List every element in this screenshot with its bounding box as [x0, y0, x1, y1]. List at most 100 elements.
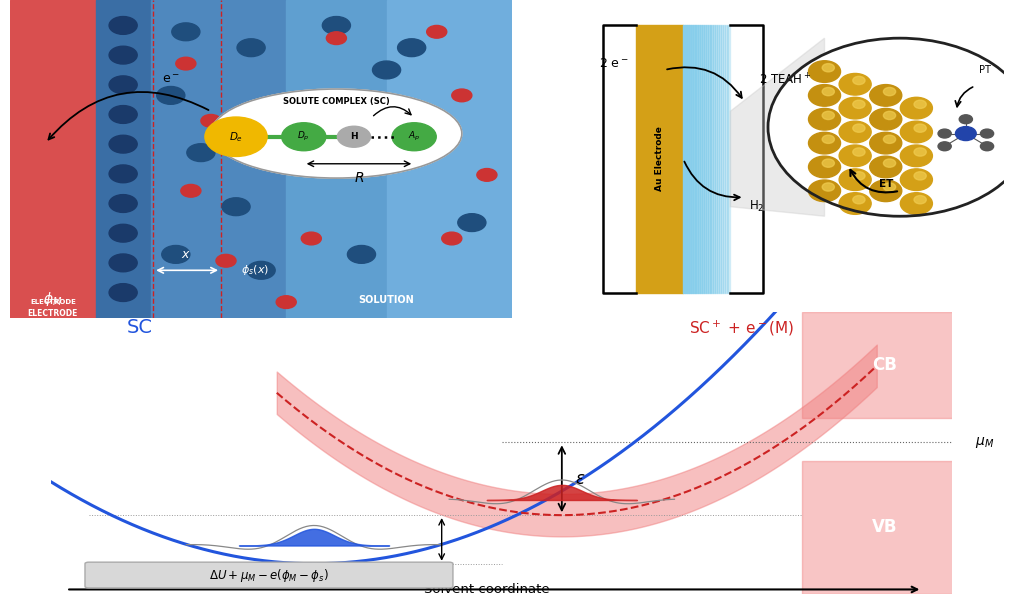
Text: $\phi_M$: $\phi_M$ — [43, 290, 62, 308]
Bar — [714, 25, 715, 293]
Circle shape — [869, 85, 902, 106]
Text: $D_p$: $D_p$ — [297, 130, 310, 143]
Circle shape — [938, 142, 951, 151]
Bar — [387, 0, 512, 318]
Circle shape — [323, 17, 350, 34]
Circle shape — [914, 172, 927, 180]
Bar — [287, 0, 512, 318]
Text: SC$^+$ + e$^-$(M): SC$^+$ + e$^-$(M) — [689, 319, 795, 338]
Circle shape — [247, 262, 275, 279]
Circle shape — [301, 232, 322, 245]
Bar — [708, 25, 710, 293]
Circle shape — [347, 245, 376, 263]
Text: $\Delta U + \mu_M - e(\phi_M - \phi_s)$: $\Delta U + \mu_M - e(\phi_M - \phi_s)$ — [209, 566, 329, 584]
Circle shape — [110, 284, 137, 301]
Circle shape — [110, 76, 137, 94]
Circle shape — [327, 32, 346, 44]
Circle shape — [884, 135, 896, 143]
Circle shape — [110, 106, 137, 124]
Circle shape — [373, 61, 400, 79]
Text: ET: ET — [879, 179, 893, 190]
Circle shape — [768, 38, 1024, 216]
Bar — [10, 0, 95, 318]
Circle shape — [822, 111, 835, 119]
Circle shape — [181, 184, 201, 197]
Circle shape — [110, 224, 137, 242]
Text: Solvent coordinate: Solvent coordinate — [424, 583, 550, 596]
Circle shape — [222, 198, 250, 215]
Circle shape — [884, 159, 896, 167]
Circle shape — [809, 180, 841, 202]
Bar — [719, 25, 721, 293]
Bar — [685, 25, 687, 293]
Circle shape — [205, 117, 267, 157]
Circle shape — [157, 86, 185, 104]
Circle shape — [822, 183, 835, 191]
Bar — [727, 25, 728, 293]
Circle shape — [980, 142, 993, 151]
Circle shape — [110, 165, 137, 183]
Text: $A_p$: $A_p$ — [408, 130, 421, 143]
Circle shape — [914, 148, 927, 156]
Text: SOLUTION: SOLUTION — [358, 295, 415, 305]
Circle shape — [282, 123, 326, 151]
Bar — [696, 25, 698, 293]
Text: ELECTRODE: ELECTRODE — [30, 299, 76, 305]
Text: Au Electrode: Au Electrode — [655, 127, 665, 191]
Circle shape — [884, 183, 896, 191]
Circle shape — [900, 169, 933, 190]
Bar — [710, 25, 712, 293]
Circle shape — [980, 129, 993, 138]
Circle shape — [110, 254, 137, 272]
Circle shape — [853, 196, 865, 204]
Circle shape — [186, 144, 215, 161]
Bar — [728, 25, 730, 293]
Text: $R$: $R$ — [354, 171, 365, 185]
Circle shape — [914, 196, 927, 204]
Circle shape — [900, 97, 933, 119]
Circle shape — [884, 88, 896, 96]
Circle shape — [377, 152, 396, 166]
Text: $\phi_s(x)$: $\phi_s(x)$ — [241, 263, 269, 277]
Text: e$^-$: e$^-$ — [162, 73, 180, 86]
Circle shape — [900, 193, 933, 214]
Bar — [706, 25, 708, 293]
Circle shape — [900, 121, 933, 143]
Circle shape — [162, 245, 189, 263]
Text: PT: PT — [979, 65, 990, 75]
Circle shape — [853, 76, 865, 85]
Circle shape — [955, 127, 976, 140]
Circle shape — [839, 193, 871, 214]
Circle shape — [809, 85, 841, 106]
Circle shape — [110, 135, 137, 153]
Text: $\epsilon$: $\epsilon$ — [575, 470, 586, 488]
Circle shape — [272, 103, 300, 120]
Circle shape — [839, 73, 871, 95]
Text: SOLUTE COMPLEX (SC): SOLUTE COMPLEX (SC) — [283, 97, 390, 106]
Circle shape — [900, 145, 933, 167]
Circle shape — [938, 129, 951, 138]
Circle shape — [110, 194, 137, 212]
Circle shape — [822, 135, 835, 143]
Bar — [691, 25, 692, 293]
Circle shape — [110, 46, 137, 64]
Circle shape — [822, 64, 835, 72]
Bar — [715, 25, 717, 293]
Bar — [702, 25, 703, 293]
Text: H: H — [350, 132, 357, 141]
Bar — [698, 25, 700, 293]
Circle shape — [853, 100, 865, 109]
Circle shape — [869, 156, 902, 178]
Bar — [692, 25, 694, 293]
Bar — [723, 25, 725, 293]
Circle shape — [397, 39, 426, 56]
Polygon shape — [730, 38, 824, 216]
Text: 2 TEAH$^+$: 2 TEAH$^+$ — [759, 72, 811, 87]
Bar — [687, 25, 689, 293]
Circle shape — [839, 145, 871, 167]
Circle shape — [914, 100, 927, 109]
Circle shape — [237, 39, 265, 56]
Bar — [683, 25, 685, 293]
Circle shape — [869, 180, 902, 202]
Circle shape — [427, 25, 446, 38]
